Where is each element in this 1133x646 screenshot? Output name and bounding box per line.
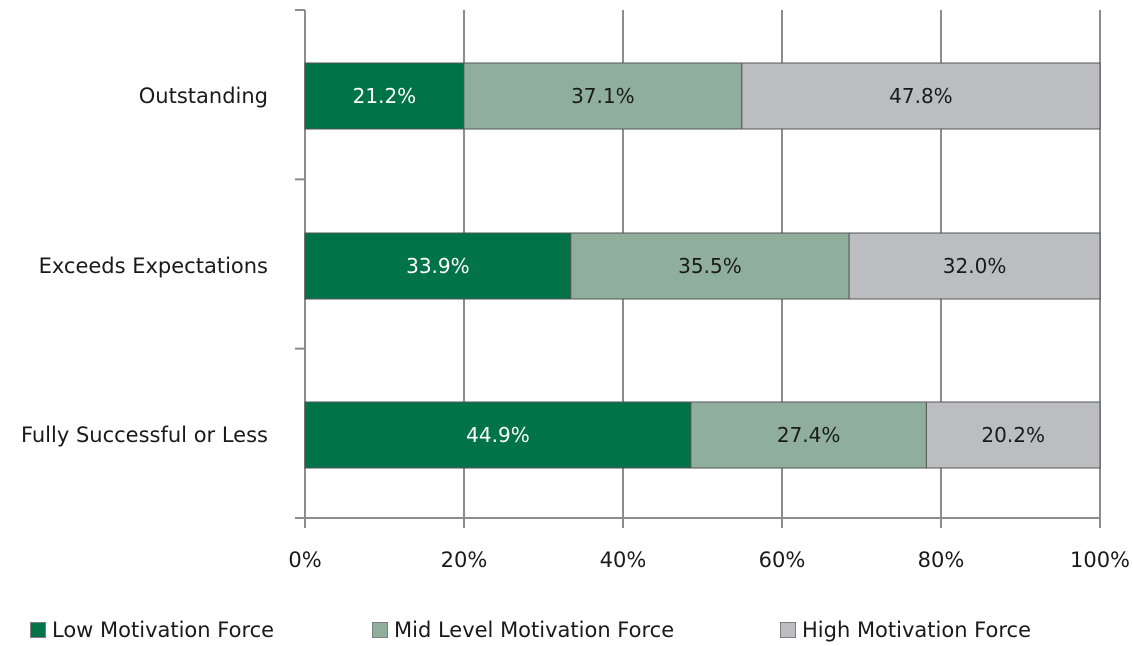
legend-item: Low Motivation Force: [30, 618, 274, 642]
data-label: 32.0%: [943, 254, 1007, 278]
data-label: 35.5%: [678, 254, 742, 278]
category-label: Outstanding: [139, 84, 268, 108]
data-label: 37.1%: [571, 84, 635, 108]
x-tick-label: 80%: [918, 548, 965, 572]
chart-plot: 0% 20% 40% 60% 80% 100% Outstanding Exceeds Exp…: [0, 0, 1133, 614]
data-label: 21.2%: [353, 84, 417, 108]
chart-legend: Low Motivation Force Mid Level Motivation…: [0, 614, 1133, 646]
legend-item: Mid Level Motivation Force: [372, 618, 674, 642]
data-label: 27.4%: [777, 423, 841, 447]
x-tick-label: 100%: [1070, 548, 1130, 572]
data-label: 44.9%: [466, 423, 530, 447]
data-label: 47.8%: [889, 84, 953, 108]
legend-item: High Motivation Force: [780, 618, 1031, 642]
legend-label: Low Motivation Force: [52, 618, 274, 642]
data-label: 33.9%: [406, 254, 470, 278]
category-label: Fully Successful or Less: [21, 423, 268, 447]
legend-label: Mid Level Motivation Force: [394, 618, 674, 642]
x-tick-label: 20%: [441, 548, 488, 572]
x-tick-label: 0%: [288, 548, 321, 572]
legend-swatch: [30, 622, 46, 638]
data-label: 20.2%: [981, 423, 1045, 447]
legend-swatch: [780, 622, 796, 638]
x-tick-label: 60%: [759, 548, 806, 572]
legend-label: High Motivation Force: [802, 618, 1031, 642]
x-tick-label: 40%: [600, 548, 647, 572]
category-label: Exceeds Expectations: [39, 254, 268, 278]
legend-swatch: [372, 622, 388, 638]
